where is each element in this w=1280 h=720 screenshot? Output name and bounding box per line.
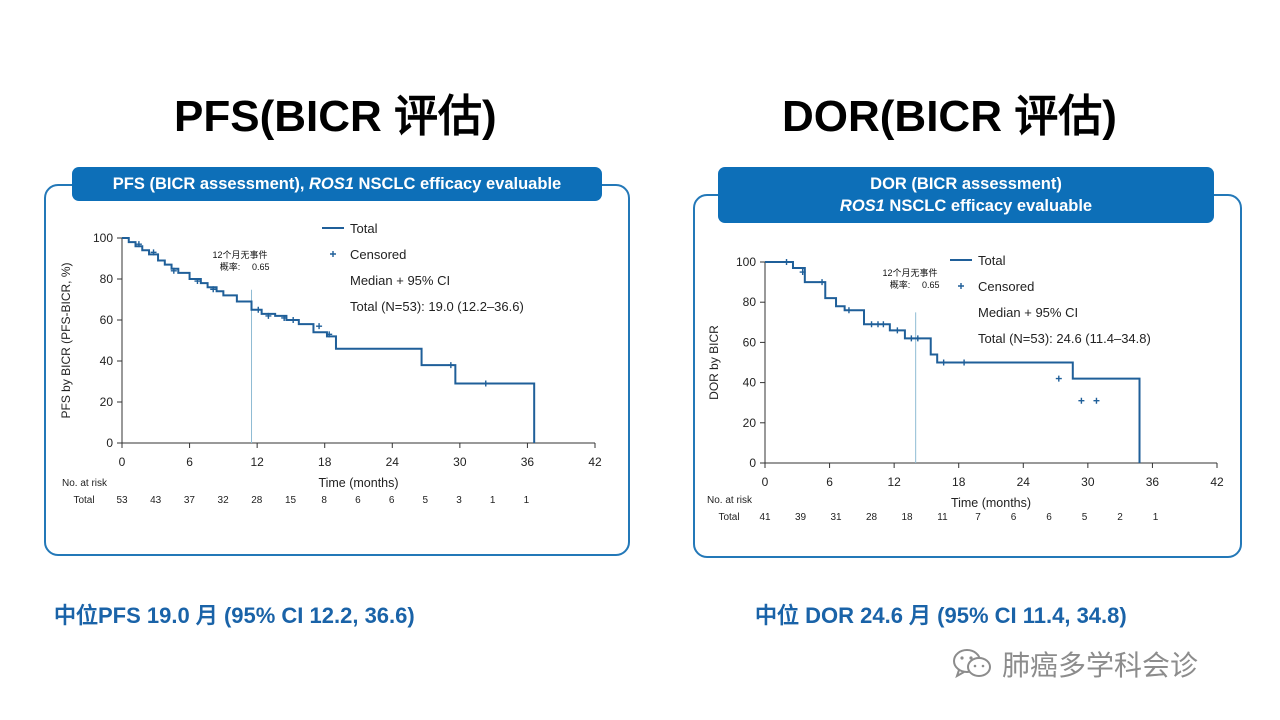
banner-text: PFS (BICR assessment), [112, 175, 310, 193]
watermark: 肺癌多学科会诊 [952, 644, 1198, 684]
dor-chart-banner: DOR (BICR assessment) ROS1 NSCLC efficacy… [718, 167, 1214, 223]
banner-italic: ROS1 [839, 197, 885, 215]
page-title-dor: DOR(BICR 评估) [782, 92, 1117, 141]
pfs-median-summary: 中位PFS 19.0 月 (95% CI 12.2, 36.6) [54, 603, 415, 628]
pfs-chart-panel [44, 184, 630, 556]
page-title-pfs: PFS(BICR 评估) [174, 92, 497, 141]
banner-line1: DOR (BICR assessment) [870, 175, 1062, 193]
watermark-text: 肺癌多学科会诊 [1002, 649, 1199, 682]
dor-median-summary: 中位 DOR 24.6 月 (95% CI 11.4, 34.8) [755, 603, 1127, 628]
dor-chart-panel [693, 194, 1242, 558]
banner-line2: NSCLC efficacy evaluable [884, 197, 1093, 215]
pfs-chart-banner: PFS (BICR assessment), ROS1 NSCLC effica… [72, 167, 602, 201]
banner-italic: ROS1 [309, 175, 354, 193]
banner-text-rest: NSCLC efficacy evaluable [353, 175, 562, 193]
wechat-icon [953, 649, 991, 679]
